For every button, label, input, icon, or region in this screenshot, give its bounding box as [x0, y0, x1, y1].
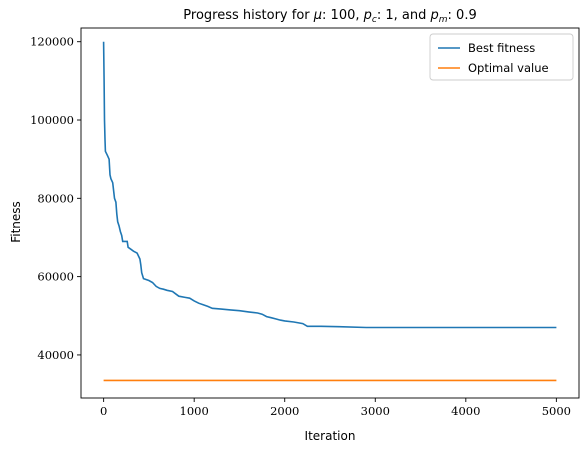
- chart-title-prefix: Progress history for: [183, 8, 313, 23]
- chart-title: Progress history for μ: 100, pc: 1, and …: [183, 8, 476, 25]
- series-line: [102, 41, 557, 329]
- y-tick-label: 120000: [30, 35, 74, 49]
- x-tick-label: 2000: [270, 404, 299, 418]
- y-tick-label: 80000: [37, 191, 74, 205]
- x-tick-label: 5000: [542, 404, 571, 418]
- x-axis-label: Iteration: [305, 429, 356, 443]
- y-tick-label: 100000: [30, 113, 74, 127]
- y-tick-label: 60000: [37, 270, 74, 284]
- chart-title-symbol: p: [363, 8, 372, 23]
- x-tick-label: 0: [100, 404, 107, 418]
- legend-label: Best fitness: [468, 41, 535, 55]
- plot-area: [102, 41, 557, 382]
- x-tick-label: 3000: [361, 404, 390, 418]
- chart-title-value: : 1, and: [377, 8, 431, 23]
- chart-title-symbol: p: [429, 8, 438, 23]
- axes-frame: [80, 27, 580, 399]
- chart-title-symbol: μ: [313, 8, 322, 23]
- x-tick-label: 4000: [451, 404, 480, 418]
- legend-box: [429, 33, 574, 81]
- chart-title-subscript: c: [372, 15, 377, 25]
- legend: Best fitness Optimal value: [429, 33, 574, 81]
- axes: 0 1000 2000 3000 4000 5000 40000 60000 80000 1000…: [30, 27, 580, 418]
- y-tick-label: 40000: [37, 348, 74, 362]
- chart-title-value: : 0.9: [448, 8, 477, 23]
- chart-title-subscript: m: [439, 15, 448, 25]
- y-axis-label: Fitness: [9, 201, 23, 243]
- legend-label: Optimal value: [468, 61, 549, 75]
- x-tick-label: 1000: [180, 404, 209, 418]
- chart-title-value: : 100,: [322, 8, 364, 23]
- chart-title-text: Progress history for μ: 100, pc: 1, and …: [183, 8, 476, 25]
